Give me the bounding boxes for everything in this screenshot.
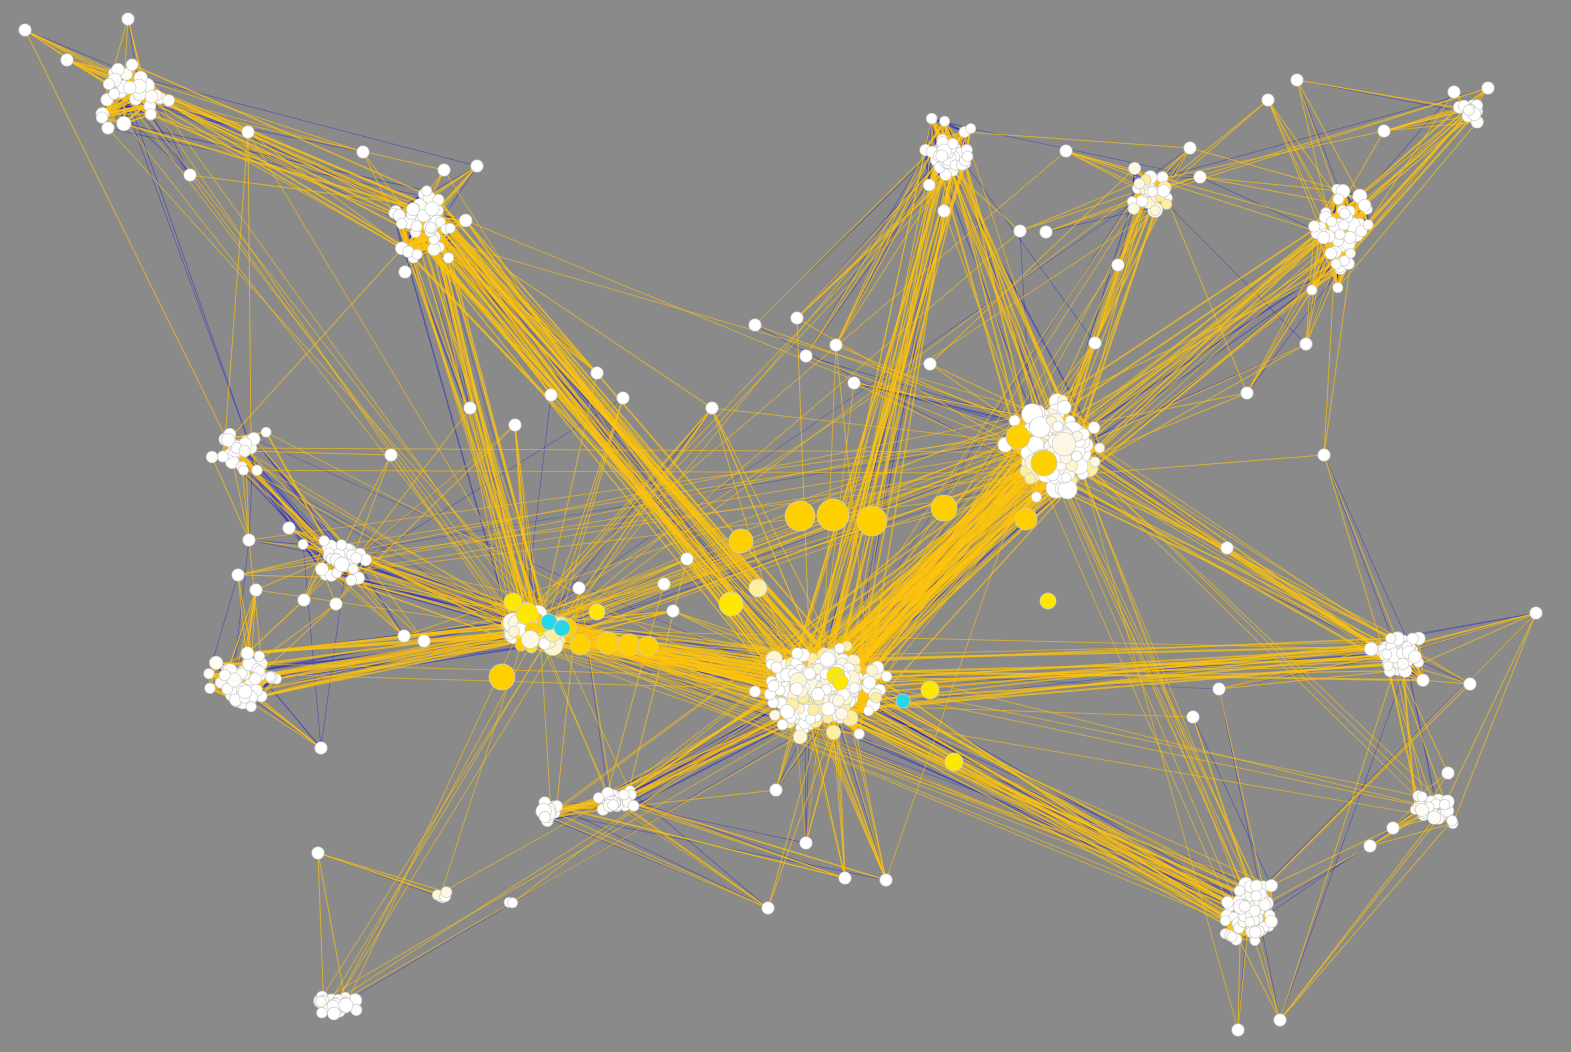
graph-edge [556,805,769,909]
graph-edge [835,142,943,346]
graph-edge [1279,660,1409,1021]
graph-edge [964,162,1096,344]
graph-edge [120,91,252,449]
graph-edge [1296,79,1475,115]
graph-edge [156,95,414,212]
graph-edge [1150,186,1307,345]
graph-edge [1192,716,1272,886]
graph-edge [106,99,191,176]
graph-edge [970,128,1201,178]
graph-edge [538,191,1150,615]
graph-edge [1323,454,1401,661]
graph-edge [612,801,807,844]
graph-edge [365,397,624,561]
graph-edge [107,127,430,198]
graph-edge [102,105,151,115]
graph-edge [426,190,551,644]
graph-edge [1139,87,1489,184]
graph-edge [1246,268,1341,394]
graph-edge [126,73,478,167]
graph-edge [393,213,511,624]
graph-edge [1261,930,1281,1021]
graph-edge [1218,688,1262,896]
graph-edge [349,549,405,637]
graph-edge [150,114,191,176]
graph-edge [232,461,554,646]
graph-edge [1404,652,1437,804]
graph-edge [578,587,609,794]
graph-edge [1045,203,1167,233]
graph-edge [1323,454,1413,652]
graph-edge [937,159,1043,443]
